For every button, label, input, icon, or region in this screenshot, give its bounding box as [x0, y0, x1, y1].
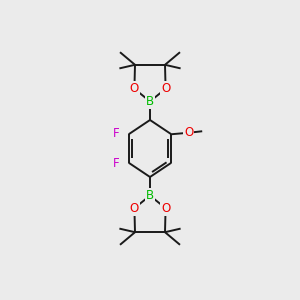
Text: B: B — [146, 95, 154, 108]
Text: O: O — [161, 202, 170, 215]
Text: B: B — [146, 189, 154, 202]
Text: F: F — [113, 127, 119, 140]
Text: O: O — [161, 82, 170, 95]
Text: O: O — [184, 126, 193, 139]
Text: O: O — [130, 82, 139, 95]
Text: O: O — [130, 202, 139, 215]
Text: F: F — [113, 157, 119, 170]
